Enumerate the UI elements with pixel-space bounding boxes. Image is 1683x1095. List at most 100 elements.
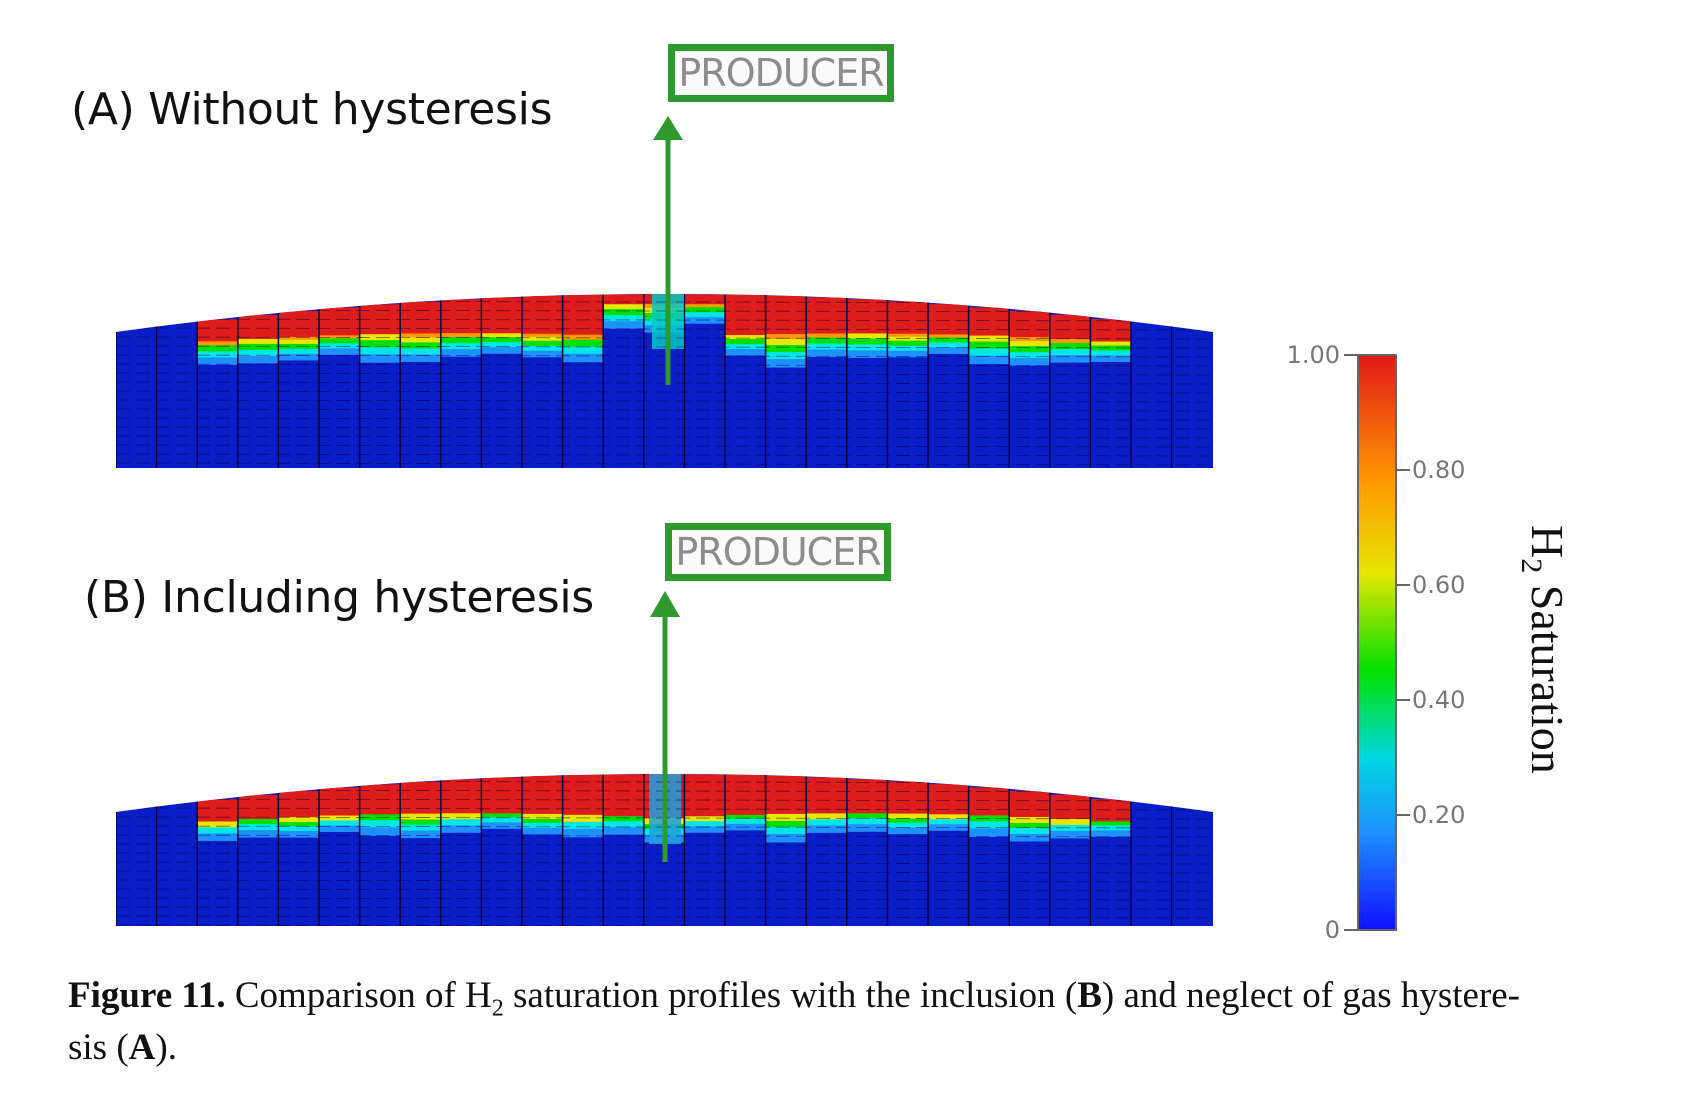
saturation-cell xyxy=(968,348,1010,357)
saturation-cell xyxy=(846,779,888,814)
grid-line xyxy=(116,345,1213,349)
saturation-cell xyxy=(359,340,401,348)
saturation-cell xyxy=(197,357,238,365)
saturation-cell xyxy=(522,336,563,342)
panel-a-title: (A) Without hysteresis xyxy=(71,84,553,135)
grid-line xyxy=(116,426,1213,430)
saturation-cell xyxy=(440,333,482,338)
saturation-cell xyxy=(887,781,928,815)
saturation-cell xyxy=(481,817,522,823)
saturation-cell xyxy=(765,813,807,822)
saturation-cell xyxy=(197,827,238,834)
saturation-cell xyxy=(765,334,807,340)
saturation-cell xyxy=(522,333,563,338)
saturation-cell xyxy=(319,815,360,822)
saturation-cell xyxy=(968,821,1010,829)
saturation-cell xyxy=(887,340,928,347)
reservoir-a xyxy=(116,294,1213,468)
saturation-cell xyxy=(806,333,847,339)
saturation-cell xyxy=(440,349,482,357)
saturation-cell xyxy=(237,343,279,351)
saturation-cell xyxy=(481,813,522,818)
saturation-cell xyxy=(725,339,766,345)
saturation-cell xyxy=(400,813,441,821)
grid-line xyxy=(116,390,1213,394)
saturation-cell xyxy=(197,341,238,346)
saturation-cell xyxy=(359,827,401,836)
saturation-cell xyxy=(1049,343,1091,350)
saturation-cell xyxy=(522,295,563,335)
producer-label-b: PRODUCER xyxy=(665,523,891,581)
saturation-cell xyxy=(887,813,928,820)
producer-label-a: PRODUCER xyxy=(668,44,894,102)
saturation-cell xyxy=(1090,345,1131,351)
saturation-cell xyxy=(197,799,238,822)
saturation-cell xyxy=(481,297,522,334)
well-b xyxy=(650,591,680,862)
saturation-cell xyxy=(765,359,807,368)
saturation-cell xyxy=(806,777,847,814)
saturation-cell xyxy=(319,825,360,833)
grid-line xyxy=(116,435,1213,439)
saturation-cell xyxy=(237,824,279,831)
saturation-cell xyxy=(806,819,847,826)
saturation-cell xyxy=(1049,818,1091,826)
saturation-cell xyxy=(1090,355,1131,362)
saturation-cell xyxy=(237,794,279,820)
saturation-cell xyxy=(846,813,888,819)
saturation-cell xyxy=(400,301,441,334)
grid-line xyxy=(116,417,1213,421)
saturation-cell xyxy=(1090,825,1131,831)
panel-b-title: (B) Including hysteresis xyxy=(84,572,594,623)
saturation-cell xyxy=(522,775,563,815)
saturation-cell xyxy=(278,348,319,355)
saturation-cell xyxy=(562,828,604,838)
saturation-cell xyxy=(440,779,482,814)
saturation-cell xyxy=(725,774,766,816)
grid-line xyxy=(116,444,1213,448)
saturation-cell xyxy=(765,345,807,353)
saturation-cell xyxy=(887,827,928,835)
saturation-cell xyxy=(684,304,725,308)
saturation-cell xyxy=(1049,314,1091,340)
saturation-cell xyxy=(684,307,725,313)
grid-line xyxy=(116,354,1213,358)
colorbar-tick-label: 0.40 xyxy=(1412,686,1465,714)
saturation-cell xyxy=(603,821,644,828)
saturation-cell xyxy=(522,350,563,358)
saturation-cell xyxy=(684,774,725,817)
saturation-cell xyxy=(522,340,563,347)
saturation-cell xyxy=(684,816,725,822)
saturation-cell xyxy=(928,334,969,338)
grid-line xyxy=(116,861,1213,865)
saturation-cell xyxy=(1009,352,1050,359)
saturation-cell xyxy=(603,827,644,835)
saturation-cell xyxy=(887,350,928,358)
saturation-cell xyxy=(887,822,928,829)
saturation-cell xyxy=(887,345,928,352)
saturation-cell xyxy=(928,347,969,354)
saturation-cell xyxy=(400,337,441,343)
saturation-cell xyxy=(765,339,807,346)
saturation-cell xyxy=(400,830,441,839)
grid-line xyxy=(116,453,1213,457)
saturation-cell xyxy=(725,814,766,820)
saturation-cell xyxy=(481,337,522,343)
saturation-cell xyxy=(400,348,441,355)
saturation-cell xyxy=(440,299,482,334)
saturation-cell xyxy=(562,353,604,363)
grid-line xyxy=(116,915,1213,919)
saturation-cell xyxy=(278,336,319,341)
saturation-cell xyxy=(846,818,888,825)
saturation-cell xyxy=(1049,794,1091,820)
saturation-cell xyxy=(237,349,279,357)
saturation-cell xyxy=(603,315,644,322)
colorbar-tick-label: 1.00 xyxy=(1287,341,1340,369)
grid-line xyxy=(116,462,1213,466)
grid-line xyxy=(116,318,1213,322)
saturation-cell xyxy=(725,349,766,356)
saturation-cell xyxy=(237,819,279,825)
saturation-cell xyxy=(197,319,238,342)
grid-line xyxy=(116,336,1213,340)
saturation-cell xyxy=(440,813,482,820)
